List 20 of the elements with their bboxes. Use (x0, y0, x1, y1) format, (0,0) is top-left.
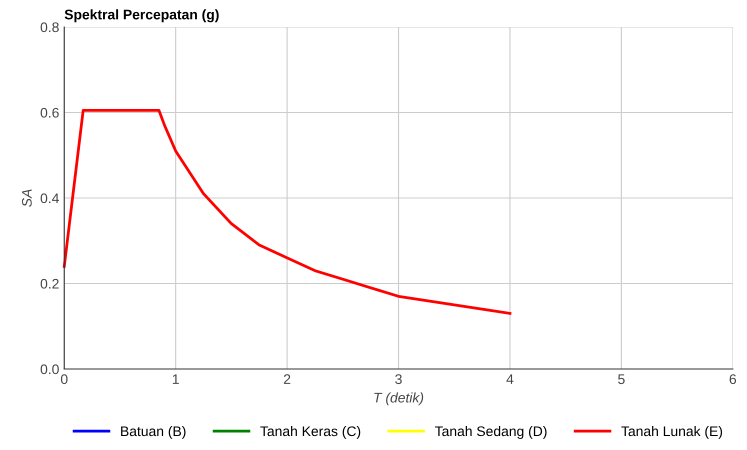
x-tick-label: 2 (284, 374, 290, 384)
line-series (62, 108, 512, 315)
legend-label: Tanah Lunak (E) (621, 426, 722, 439)
legend-label: Batuan (B) (121, 426, 186, 439)
x-tick-label: 6 (730, 374, 736, 384)
x-axis-title: T (detik) (374, 392, 424, 406)
x-tick-label: 1 (172, 374, 179, 384)
x-tick-label: 5 (618, 374, 625, 384)
legend-label: Tanah Sedang (D) (435, 426, 547, 439)
y-tick-label: 0.8 (40, 22, 59, 32)
y-tick-label: 0.0 (40, 364, 59, 374)
chart-title: Spektral Percepatan (g) (64, 9, 219, 22)
x-tick-label: 3 (395, 374, 402, 384)
y-tick-label: 0.6 (40, 108, 59, 118)
y-tick-label: 0.4 (40, 193, 59, 204)
legend-label: Tanah Keras (C) (260, 426, 360, 439)
y-axis-title: SA (22, 189, 32, 207)
x-tick-label: 4 (506, 374, 514, 384)
y-tick-label: 0.2 (40, 278, 59, 289)
x-tick-label: 0 (60, 374, 68, 384)
